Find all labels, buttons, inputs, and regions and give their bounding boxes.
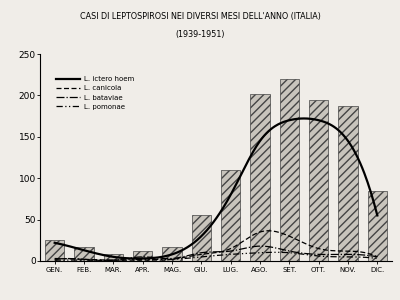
- L. bataviae: [326, 253, 331, 256]
- L. pomonae: [99, 259, 104, 262]
- Bar: [338, 106, 358, 261]
- Line: L. pomonae: L. pomonae: [55, 252, 377, 260]
- L. bataviae: [246, 246, 250, 250]
- L. ictero hoem: [52, 241, 57, 244]
- L. pomonae: [52, 258, 57, 262]
- Bar: [104, 254, 123, 261]
- Bar: [280, 79, 299, 261]
- Bar: [309, 100, 328, 261]
- L. ictero hoem: [246, 160, 250, 163]
- Bar: [368, 190, 387, 261]
- L. canicola: [246, 236, 250, 240]
- L. ictero hoem: [302, 117, 306, 120]
- L. pomonae: [244, 252, 249, 255]
- Bar: [162, 247, 182, 261]
- L. ictero hoem: [251, 150, 256, 153]
- L. pomonae: [347, 255, 352, 259]
- Legend: L. ictero hoem, L. canicola, L. bataviae, L. pomonae: L. ictero hoem, L. canicola, L. bataviae…: [54, 74, 136, 112]
- L. bataviae: [375, 255, 380, 259]
- Line: L. canicola: L. canicola: [55, 231, 377, 260]
- L. ictero hoem: [135, 257, 140, 260]
- L. bataviae: [251, 245, 256, 248]
- L. pomonae: [274, 250, 279, 254]
- Bar: [45, 240, 64, 261]
- L. bataviae: [103, 259, 108, 262]
- Bar: [221, 170, 240, 261]
- L. pomonae: [375, 257, 380, 260]
- Bar: [133, 251, 152, 261]
- L. pomonae: [251, 251, 256, 255]
- L. ictero hoem: [375, 214, 380, 217]
- L. canicola: [326, 249, 331, 252]
- L. canicola: [347, 249, 352, 253]
- L. canicola: [244, 237, 249, 241]
- L. bataviae: [258, 244, 263, 248]
- L. ictero hoem: [326, 122, 331, 126]
- Text: (1939-1951): (1939-1951): [175, 30, 225, 39]
- L. bataviae: [53, 257, 58, 261]
- Text: CASI DI LEPTOSPIROSI NEI DIVERSI MESI DELL'ANNO (ITALIA): CASI DI LEPTOSPIROSI NEI DIVERSI MESI DE…: [80, 12, 320, 21]
- L. bataviae: [347, 253, 352, 256]
- L. canicola: [266, 229, 271, 232]
- Bar: [192, 215, 211, 261]
- L. canicola: [52, 257, 57, 260]
- L. bataviae: [52, 257, 57, 261]
- L. bataviae: [244, 246, 249, 250]
- Bar: [250, 94, 270, 261]
- Line: L. bataviae: L. bataviae: [55, 246, 377, 260]
- L. canicola: [251, 233, 256, 237]
- L. ictero hoem: [244, 162, 249, 165]
- L. canicola: [150, 258, 155, 262]
- L. ictero hoem: [347, 141, 352, 145]
- Line: L. ictero hoem: L. ictero hoem: [55, 118, 377, 259]
- L. pomonae: [326, 255, 331, 258]
- L. pomonae: [53, 258, 58, 262]
- L. pomonae: [246, 251, 250, 255]
- L. canicola: [375, 255, 380, 259]
- L. ictero hoem: [53, 241, 58, 245]
- L. canicola: [53, 257, 58, 260]
- Bar: [74, 247, 94, 261]
